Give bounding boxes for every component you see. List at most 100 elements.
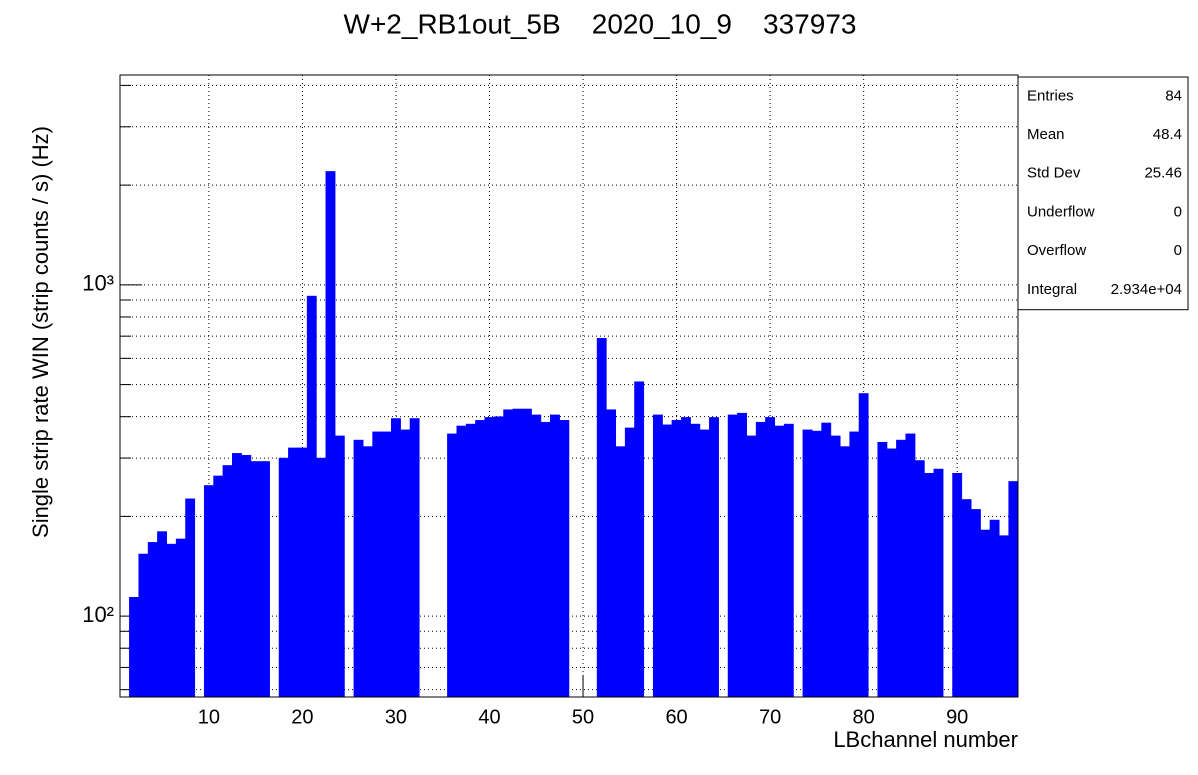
- y-tick-label: 10²: [82, 602, 114, 627]
- bar: [746, 435, 757, 698]
- x-tick-label: 20: [291, 706, 313, 728]
- bar: [362, 446, 373, 698]
- stats-value: 25.46: [1144, 165, 1182, 182]
- bar: [858, 393, 869, 698]
- bar: [493, 416, 504, 698]
- bar: [783, 423, 794, 698]
- x-axis-label: LBchannel number: [833, 727, 1018, 752]
- y-tick-label: 10³: [82, 271, 114, 296]
- bar: [615, 446, 626, 698]
- bar: [456, 425, 467, 698]
- x-tick-label: 40: [478, 706, 500, 728]
- stats-label: Overflow: [1027, 242, 1086, 259]
- stats-value: 48.4: [1153, 126, 1182, 143]
- bar: [933, 468, 944, 698]
- bar: [737, 412, 747, 698]
- bar: [652, 414, 663, 698]
- bar: [316, 457, 327, 698]
- bar: [821, 422, 832, 698]
- bar: [166, 543, 177, 698]
- bar: [391, 418, 401, 698]
- bar: [774, 425, 785, 698]
- bar: [540, 421, 551, 698]
- stats-value: 0: [1174, 242, 1182, 259]
- bar: [297, 447, 308, 698]
- bar: [465, 423, 476, 698]
- bar: [353, 439, 364, 698]
- bar: [503, 409, 514, 698]
- bar: [1008, 481, 1019, 698]
- bar: [699, 429, 710, 698]
- bar: [306, 295, 317, 698]
- bar: [250, 461, 261, 698]
- bar: [634, 381, 645, 698]
- stats-label: Std Dev: [1027, 165, 1081, 182]
- stats-value: 2.934e+04: [1111, 281, 1182, 298]
- bar: [624, 427, 635, 698]
- bar: [840, 446, 850, 698]
- bar: [260, 461, 270, 698]
- bar: [185, 498, 196, 698]
- x-tick-label: 30: [385, 706, 407, 728]
- bar: [999, 535, 1009, 698]
- x-tick-label: 70: [759, 706, 781, 728]
- plot-frame: [119, 74, 1019, 698]
- chart-title: W+2_RB1out_5B 2020_10_9 337973: [344, 8, 857, 39]
- bar: [662, 424, 673, 698]
- bar: [811, 430, 822, 698]
- bar: [147, 542, 158, 698]
- bar: [896, 439, 906, 698]
- bar: [157, 531, 168, 698]
- bar: [138, 553, 149, 698]
- stats-label: Mean: [1027, 126, 1065, 143]
- bar: [484, 417, 495, 698]
- bar: [709, 417, 719, 698]
- x-tick-label: 50: [572, 706, 594, 728]
- bar: [409, 418, 420, 698]
- bar: [886, 448, 897, 698]
- bar: [961, 499, 972, 698]
- stats-box: [1017, 76, 1189, 311]
- bar: [325, 171, 336, 698]
- stats-value: 0: [1174, 203, 1182, 220]
- y-axis-label: Single strip rate WIN (strip counts / s)…: [28, 126, 53, 538]
- bar: [203, 485, 214, 698]
- bar: [952, 472, 963, 698]
- bar: [877, 441, 888, 698]
- bar: [222, 465, 233, 698]
- bar: [288, 447, 298, 698]
- bar: [232, 453, 242, 698]
- bar: [671, 420, 682, 698]
- bar: [241, 454, 252, 698]
- bar: [905, 433, 916, 698]
- bar: [924, 472, 935, 698]
- bar: [755, 421, 766, 698]
- stats-label: Underflow: [1027, 203, 1095, 220]
- bar: [447, 433, 458, 698]
- x-tick-label: 80: [853, 706, 875, 728]
- bar: [681, 417, 691, 698]
- bar: [372, 431, 383, 698]
- bar: [849, 431, 860, 698]
- x-tick-label: 10: [198, 706, 220, 728]
- stats-value: 84: [1165, 87, 1182, 104]
- bar: [400, 429, 411, 698]
- bar: [606, 409, 617, 698]
- bar: [334, 435, 345, 698]
- bar: [559, 420, 570, 698]
- bar: [970, 509, 981, 698]
- bar: [278, 457, 289, 698]
- x-tick-label: 60: [665, 706, 687, 728]
- x-tick-label: 90: [946, 706, 968, 728]
- bar: [213, 475, 224, 698]
- bar: [475, 420, 486, 698]
- bar: [690, 423, 701, 698]
- stats-label: Integral: [1027, 281, 1077, 298]
- bar: [550, 414, 560, 698]
- bar: [381, 431, 392, 698]
- bar: [914, 460, 925, 698]
- stats-label: Entries: [1027, 87, 1074, 104]
- bar: [802, 429, 813, 698]
- bar: [175, 538, 186, 698]
